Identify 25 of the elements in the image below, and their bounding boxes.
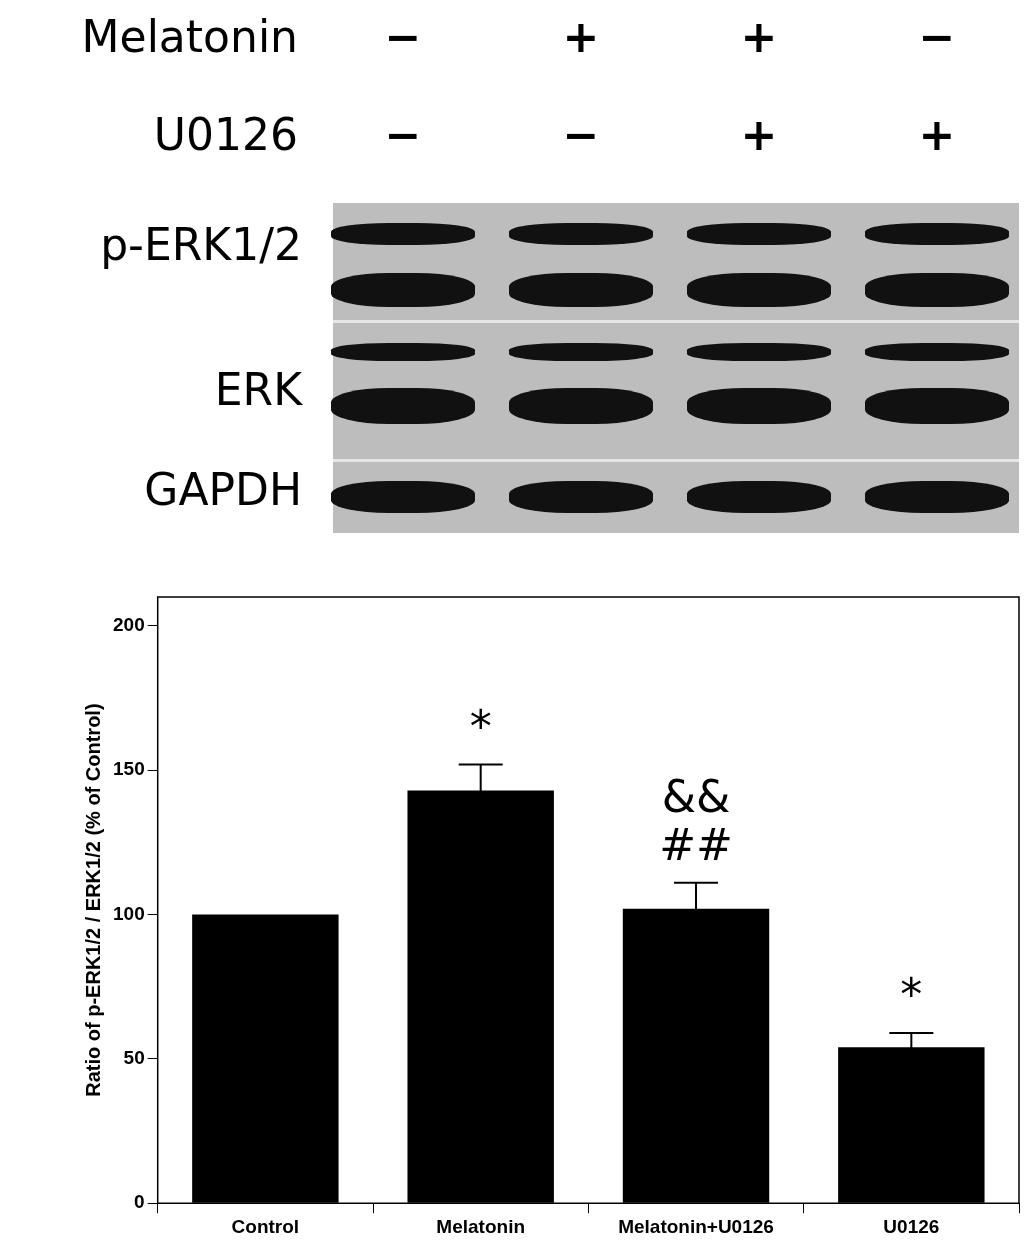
y-tick-label: 50: [123, 1047, 145, 1069]
text: U0126: [153, 109, 298, 160]
x-tick-label: U0126: [883, 1215, 940, 1237]
y-tick-label: 0: [134, 1191, 145, 1213]
annotation: *: [469, 700, 492, 752]
y-axis-title: Ratio of p-ERK1/2 / ERK1/2 (% of Control): [81, 703, 104, 1097]
text: −: [383, 109, 423, 160]
text: −: [383, 11, 423, 62]
text: −: [917, 11, 957, 62]
x-tick-label: Melatonin: [436, 1215, 526, 1237]
y-tick-label: 100: [113, 902, 145, 924]
text: p-ERK1/2: [100, 219, 302, 270]
x-tick-label: Control: [231, 1215, 300, 1237]
annotation: *: [900, 969, 923, 1021]
text: +: [739, 109, 779, 160]
text: ERK: [214, 364, 302, 415]
text: +: [561, 11, 601, 62]
text: +: [739, 11, 779, 62]
text: Melatonin: [81, 11, 298, 62]
text: GAPDH: [144, 464, 302, 515]
y-tick-label: 150: [113, 758, 145, 780]
y-tick-label: 200: [113, 614, 145, 636]
x-tick-label: Melatonin+U0126: [618, 1215, 774, 1237]
text: −: [561, 109, 601, 160]
text: +: [917, 109, 957, 160]
